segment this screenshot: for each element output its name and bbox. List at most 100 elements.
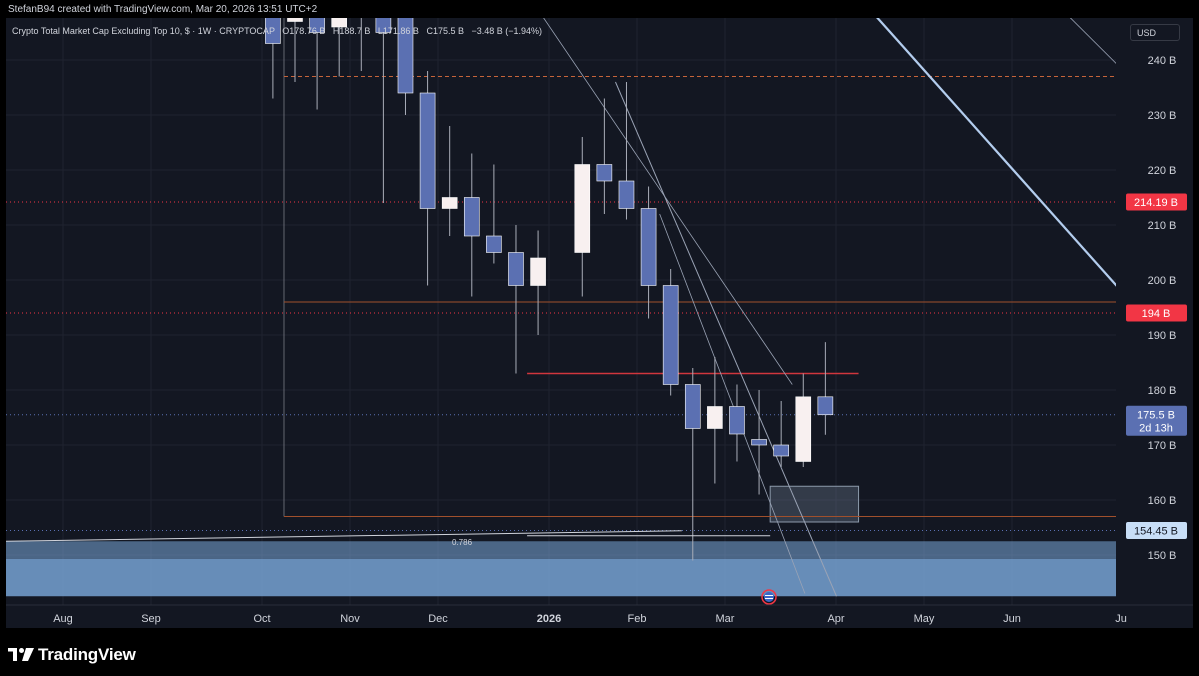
candle-body [375,18,392,33]
candle-body [707,406,723,429]
support-zone-lower[interactable] [6,558,1124,597]
zones-layer [6,485,1124,597]
candle[interactable] [331,18,347,77]
trendline-steep[interactable] [615,81,837,597]
candle[interactable] [354,18,369,71]
y-tick-label: 150 B [1148,550,1177,562]
x-tick-label: Jun [1003,613,1021,625]
support-zone-upper[interactable] [6,541,1124,559]
price-badge-label: 154.45 B [1134,526,1178,538]
candle-body [773,444,789,457]
y-tick-label: 200 B [1148,275,1177,287]
chart-credit-text: StefanB94 created with TradingView.com, … [8,4,318,15]
us-flag-icon[interactable] [764,592,774,602]
candle-body [309,18,325,33]
candle[interactable] [265,18,281,99]
chart-pane[interactable]: 0.786 150 B 160 B 170 B 180 B 190 B 200 B 210 … [6,18,1193,628]
x-tick-label: Aug [53,613,73,625]
candle[interactable] [640,186,657,319]
x-tick-label: Feb [628,613,647,625]
candle[interactable] [662,269,679,396]
candle[interactable] [574,137,591,297]
fib-base-line[interactable] [6,530,682,542]
candle[interactable] [375,18,392,203]
trendline-short[interactable] [659,213,806,594]
legend-close: C175.5 B [426,26,464,36]
candle-body [287,18,303,22]
brand-name: TradingView [38,645,136,664]
us-flag-stripe [765,595,773,596]
legend-change: −3.48 B (−1.94%) [471,26,543,36]
candle[interactable] [773,401,789,467]
candle[interactable] [817,342,834,435]
candle[interactable] [795,373,812,468]
candle-body [795,396,812,462]
candle[interactable] [419,71,436,286]
price-badge[interactable] [1126,193,1187,211]
fib-layer: 0.786 [6,530,771,547]
y-tick-label: 240 B [1148,55,1177,67]
candle[interactable] [486,164,502,264]
y-tick-label: 210 B [1148,220,1177,232]
price-chart[interactable]: 0.786 150 B 160 B 170 B 180 B 190 B 200 B 210 … [6,18,1193,628]
trendline-major[interactable] [836,18,1147,320]
symbol-legend[interactable]: Crypto Total Market Cap Excluding Top 10… [12,26,542,36]
candle-body [265,18,281,44]
candle[interactable] [441,126,458,236]
grid-lines [6,18,1116,605]
candle[interactable] [684,368,701,561]
price-badge[interactable] [1126,522,1187,540]
candle-body [441,197,458,209]
tradingview-logo-icon [8,648,34,661]
x-tick-label: Nov [340,613,360,625]
price-badge-label: 194 B [1142,308,1171,320]
candle-body [508,252,524,286]
candle-body [640,208,657,286]
candle[interactable] [287,18,303,82]
candle[interactable] [463,153,480,297]
candle[interactable] [707,357,723,484]
brand[interactable]: TradingView [8,644,136,666]
event-marker-ring[interactable] [761,589,777,605]
candle[interactable] [309,18,325,110]
candle[interactable] [751,390,767,495]
x-tick-label: Ju [1115,613,1127,625]
price-badge-label: 175.5 B [1137,409,1175,421]
price-badge[interactable] [1126,405,1187,436]
candle-body [486,235,502,253]
price-badge[interactable] [1126,304,1187,322]
y-tick-label: 230 B [1148,110,1177,122]
x-tick-label: May [914,613,935,625]
currency-selector[interactable]: USD [1130,24,1180,41]
candle-body [574,164,591,253]
y-tick-label: 160 B [1148,495,1177,507]
legend-title[interactable]: Crypto Total Market Cap Excluding Top 10… [12,26,275,36]
y-tick-label: 170 B [1148,440,1177,452]
candle-body [397,18,414,94]
candle-body [596,164,613,182]
trendline-mid[interactable] [505,18,793,385]
price-badge-label: 214.19 B [1134,197,1178,209]
candle-body [684,384,701,429]
y-tick-label: 220 B [1148,165,1177,177]
axes-layer: 150 B 160 B 170 B 180 B 190 B 200 B 210 B 220 B… [6,18,1193,628]
candle[interactable] [508,225,524,374]
candle-body [751,439,767,446]
candle-body [419,92,436,209]
candle-body [331,18,347,28]
candle[interactable] [530,230,546,336]
y-tick-label: 180 B [1148,385,1177,397]
us-flag-stripe [765,598,773,599]
legend-low: L171.86 B [377,26,419,36]
candle[interactable] [729,384,745,462]
candle[interactable] [618,82,635,220]
event-layer [761,589,777,605]
candle-body [729,406,745,435]
legend-open: O178.76 B [282,26,326,36]
fib-label: 0.786 [452,538,473,547]
candles-layer [265,18,834,561]
candle-body [530,257,546,286]
candle[interactable] [397,18,414,115]
candle-body [817,396,834,416]
candle[interactable] [596,98,613,215]
